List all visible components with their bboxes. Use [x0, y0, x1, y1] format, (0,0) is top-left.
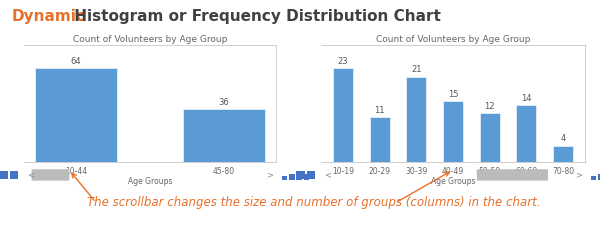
Text: The scrollbar changes the size and number of groups (columns) in the chart.: The scrollbar changes the size and numbe…	[87, 196, 541, 209]
Bar	[443, 101, 463, 162]
Bar	[553, 146, 573, 162]
Bar	[289, 174, 295, 180]
Bar	[281, 176, 287, 180]
Text: 36: 36	[218, 98, 229, 107]
FancyBboxPatch shape	[477, 169, 548, 181]
Text: >: >	[266, 171, 273, 180]
Text: >: >	[575, 171, 582, 180]
FancyBboxPatch shape	[32, 169, 70, 181]
Text: 15: 15	[448, 90, 458, 99]
Bar	[35, 68, 117, 162]
Bar	[370, 117, 390, 162]
Bar	[296, 171, 302, 180]
Bar	[516, 105, 536, 162]
Title: Count of Volunteers by Age Group: Count of Volunteers by Age Group	[73, 35, 227, 44]
Text: 12: 12	[484, 102, 495, 111]
Text: Dynamic: Dynamic	[12, 9, 86, 24]
Text: 64: 64	[71, 57, 82, 66]
Bar	[406, 76, 427, 162]
X-axis label: Age Groups: Age Groups	[431, 177, 475, 186]
Title: Count of Volunteers by Age Group: Count of Volunteers by Age Group	[376, 35, 530, 44]
Text: <: <	[27, 171, 34, 180]
Text: Histogram or Frequency Distribution Chart: Histogram or Frequency Distribution Char…	[69, 9, 441, 24]
Bar	[183, 109, 265, 162]
Bar	[304, 174, 310, 180]
Text: 21: 21	[411, 65, 422, 74]
Text: 14: 14	[521, 94, 532, 103]
X-axis label: Age Groups: Age Groups	[128, 177, 172, 186]
Text: 11: 11	[374, 106, 385, 115]
Text: <: <	[324, 171, 331, 180]
Bar	[598, 174, 600, 180]
Bar	[296, 171, 305, 179]
Bar	[479, 113, 500, 162]
Bar	[333, 68, 353, 162]
Text: 23: 23	[338, 57, 349, 66]
Bar	[307, 171, 315, 179]
Bar	[0, 171, 8, 179]
Bar	[590, 176, 596, 180]
Text: 4: 4	[560, 134, 566, 143]
Bar	[10, 171, 18, 179]
